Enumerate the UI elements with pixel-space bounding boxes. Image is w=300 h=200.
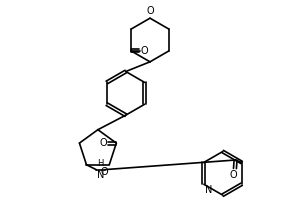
- Text: H: H: [97, 159, 103, 168]
- Text: O: O: [230, 170, 238, 180]
- Text: N: N: [97, 170, 104, 180]
- Text: O: O: [99, 138, 106, 148]
- Text: O: O: [146, 6, 154, 16]
- Text: N: N: [205, 185, 212, 195]
- Text: O: O: [100, 167, 108, 177]
- Text: O: O: [141, 46, 148, 56]
